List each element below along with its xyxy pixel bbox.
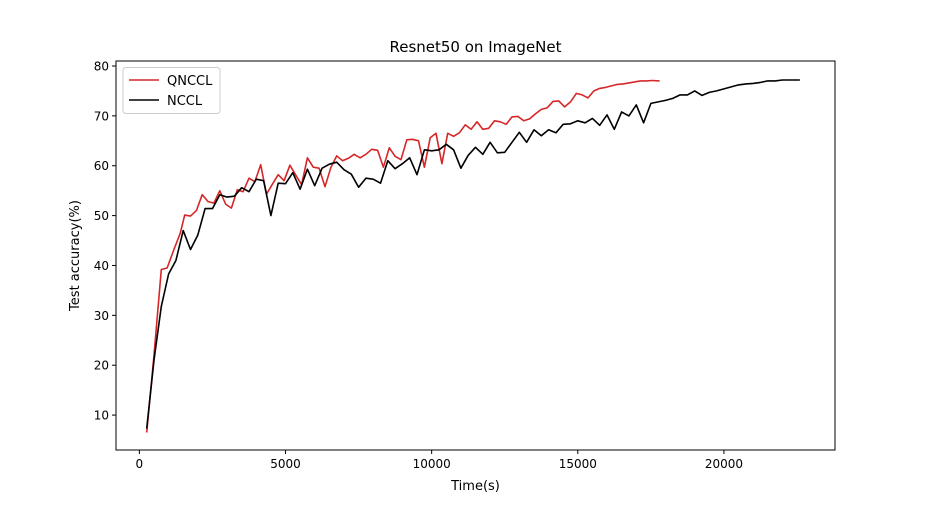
x-tick-label: 5000: [270, 457, 301, 471]
legend-label-qnccl: QNCCL: [167, 74, 213, 89]
plot-area: [115, 60, 836, 451]
y-tick-label: 40: [94, 259, 109, 273]
y-tick-label: 50: [94, 209, 109, 223]
x-tick-label: 10000: [413, 457, 451, 471]
y-tick-label: 20: [94, 359, 109, 373]
legend: QNCCL NCCL: [122, 67, 221, 114]
series-line-qnccl: [145, 79, 660, 433]
y-axis-label: Test accuracy(%): [68, 200, 83, 312]
x-axis-label: Time(s): [450, 479, 500, 494]
y-axis: 10 20 30 40 50 60 70 80: [94, 59, 116, 423]
series-lines: [145, 79, 800, 433]
x-axis: 0 5000 10000 15000 20000: [136, 450, 743, 471]
legend-label-nccl: NCCL: [167, 94, 203, 109]
x-tick-label: 0: [136, 457, 144, 471]
x-tick-label: 20000: [705, 457, 743, 471]
plot-frame: [115, 60, 836, 451]
chart-title: Resnet50 on ImageNet: [389, 38, 561, 56]
y-tick-label: 70: [94, 109, 109, 123]
y-tick-label: 10: [94, 409, 109, 423]
y-tick-label: 60: [94, 159, 109, 173]
y-tick-label: 80: [94, 59, 109, 73]
x-tick-label: 15000: [559, 457, 597, 471]
legend-box: [122, 67, 221, 114]
series-line-nccl: [145, 79, 800, 429]
y-tick-label: 30: [94, 309, 109, 323]
